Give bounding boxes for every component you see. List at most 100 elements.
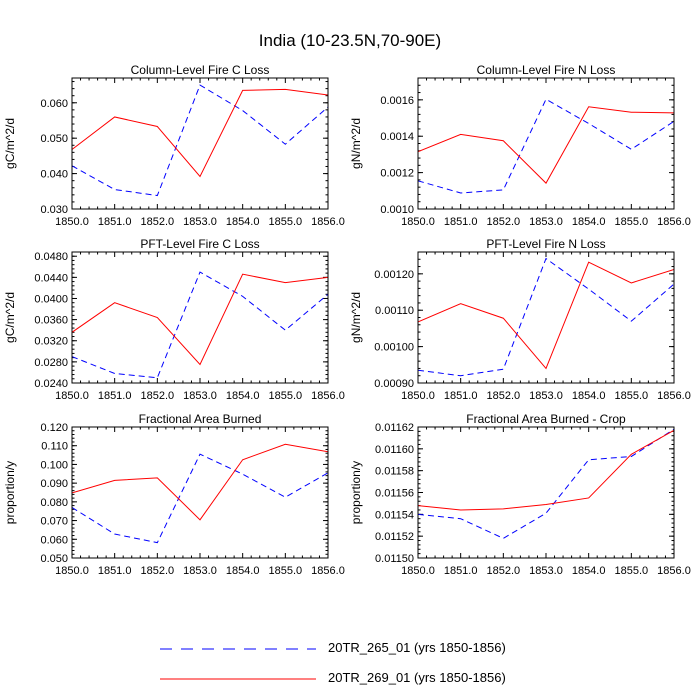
x-tick-label: 1853.0 [529,565,563,577]
x-tick-label: 1851.0 [98,216,132,228]
plot-frame [417,251,675,384]
series-line-solid [72,88,328,178]
y-tick-label: 0.0320 [34,336,68,348]
y-tick-label: 0.080 [40,497,68,509]
x-tick-label: 1854.0 [572,390,606,402]
x-tick-label: 1852.0 [487,565,521,577]
legend-dashed-line-swatch [160,648,316,650]
x-tick-label: 1854.0 [226,216,260,228]
x-tick-label: 1852.0 [141,216,175,228]
x-tick-label: 1856.0 [657,565,691,577]
y-tick-label: 0.120 [40,422,68,434]
y-axis-label: gC/m^2/d [3,118,17,169]
x-tick-label: 1853.0 [183,216,217,228]
x-tick-label: 1854.0 [572,216,606,228]
x-tick-label: 1855.0 [269,390,303,402]
x-tick-label: 1853.0 [529,390,563,402]
y-tick-label: 0.01156 [375,488,414,500]
x-tick-label: 1851.0 [98,565,132,577]
x-tick-label: 1852.0 [487,216,521,228]
x-tick-label: 1850.0 [401,216,435,228]
panel-title: PFT-Level Fire N Loss [486,237,605,251]
x-tick-label: 1856.0 [657,216,691,228]
legend-solid-line-swatch [160,678,316,680]
chart-panel: Column-Level Fire C Loss gC/m^2/d 1850.0 18… [3,63,345,228]
x-tick-label: 1850.0 [401,565,435,577]
chart-panel: Column-Level Fire N Loss gN/m^2/d 1850.0 18… [349,63,691,228]
x-tick-label: 1854.0 [226,390,260,402]
y-tick-label: 0.090 [40,478,68,490]
y-tick-label: 0.0012 [380,168,414,180]
series-line-dashed [418,257,674,377]
series-line-solid [418,106,674,184]
chart-panel: Fractional Area Burned - Crop proportion/… [349,412,691,577]
x-tick-label: 1851.0 [444,565,478,577]
y-tick-label: 0.050 [40,133,68,145]
x-tick-label: 1855.0 [269,216,303,228]
y-tick-label: 0.01160 [375,444,414,456]
series-line-dashed [72,271,328,379]
y-tick-label: 0.01152 [375,531,414,543]
x-tick-label: 1856.0 [311,216,345,228]
y-axis-label: proportion/y [349,461,363,524]
y-tick-label: 0.060 [40,98,68,110]
x-tick-label: 1853.0 [183,565,217,577]
series-line-dashed [418,98,674,194]
plot-frame [71,251,329,384]
x-tick-label: 1852.0 [487,390,521,402]
x-tick-label: 1854.0 [572,565,606,577]
y-axis-label: gN/m^2/d [349,292,363,343]
legend-label: 20TR_269_01 (yrs 1850-1856) [328,670,506,685]
y-tick-label: 0.110 [41,441,68,453]
series-line-solid [418,429,674,511]
y-tick-label: 0.0240 [34,378,68,390]
series-line-solid [418,261,674,370]
plot-frame [71,77,329,210]
y-tick-label: 0.00110 [375,305,414,317]
x-tick-label: 1850.0 [401,390,435,402]
chart-panel: PFT-Level Fire N Loss gN/m^2/d 1850.0 1851.… [349,237,691,402]
y-tick-label: 0.0440 [34,272,68,284]
series-line-dashed [72,84,328,197]
y-tick-label: 0.01154 [375,509,414,521]
x-tick-label: 1855.0 [615,565,649,577]
x-tick-label: 1853.0 [529,216,563,228]
series-line-dashed [72,453,328,544]
chart-panel: Fractional Area Burned proportion/y 1850.0… [3,412,345,577]
y-tick-label: 0.00090 [374,378,414,390]
legend-label: 20TR_265_01 (yrs 1850-1856) [328,640,506,655]
series-line-solid [72,273,328,366]
y-tick-label: 0.0010 [380,204,414,216]
y-tick-label: 0.0016 [380,95,414,107]
plot-frame [417,77,675,210]
plot-frame [71,426,329,559]
x-tick-label: 1856.0 [311,390,345,402]
y-tick-label: 0.060 [40,534,68,546]
y-tick-label: 0.01158 [375,466,414,478]
y-tick-label: 0.050 [40,553,68,565]
x-tick-label: 1855.0 [615,390,649,402]
y-axis-label: gN/m^2/d [349,118,363,169]
x-tick-label: 1851.0 [98,390,132,402]
x-tick-label: 1853.0 [183,390,217,402]
plot-frame [417,426,675,559]
series-line-solid [72,443,328,521]
y-axis-label: gC/m^2/d [3,292,17,343]
x-tick-label: 1856.0 [311,565,345,577]
x-tick-label: 1851.0 [444,390,478,402]
chart-panel: PFT-Level Fire C Loss gC/m^2/d 1850.0 1851.… [3,237,345,402]
y-tick-label: 0.0280 [34,357,68,369]
y-axis-label: proportion/y [3,461,17,524]
panel-title: Fractional Area Burned [139,412,262,426]
series-line-dashed [418,428,674,539]
y-tick-label: 0.070 [40,516,68,528]
x-tick-label: 1855.0 [615,216,649,228]
x-tick-label: 1854.0 [226,565,260,577]
y-tick-label: 0.0360 [34,315,68,327]
y-tick-label: 0.01150 [375,553,414,565]
x-tick-label: 1852.0 [141,565,175,577]
x-tick-label: 1855.0 [269,565,303,577]
y-tick-label: 0.00100 [374,342,414,354]
x-tick-label: 1852.0 [141,390,175,402]
